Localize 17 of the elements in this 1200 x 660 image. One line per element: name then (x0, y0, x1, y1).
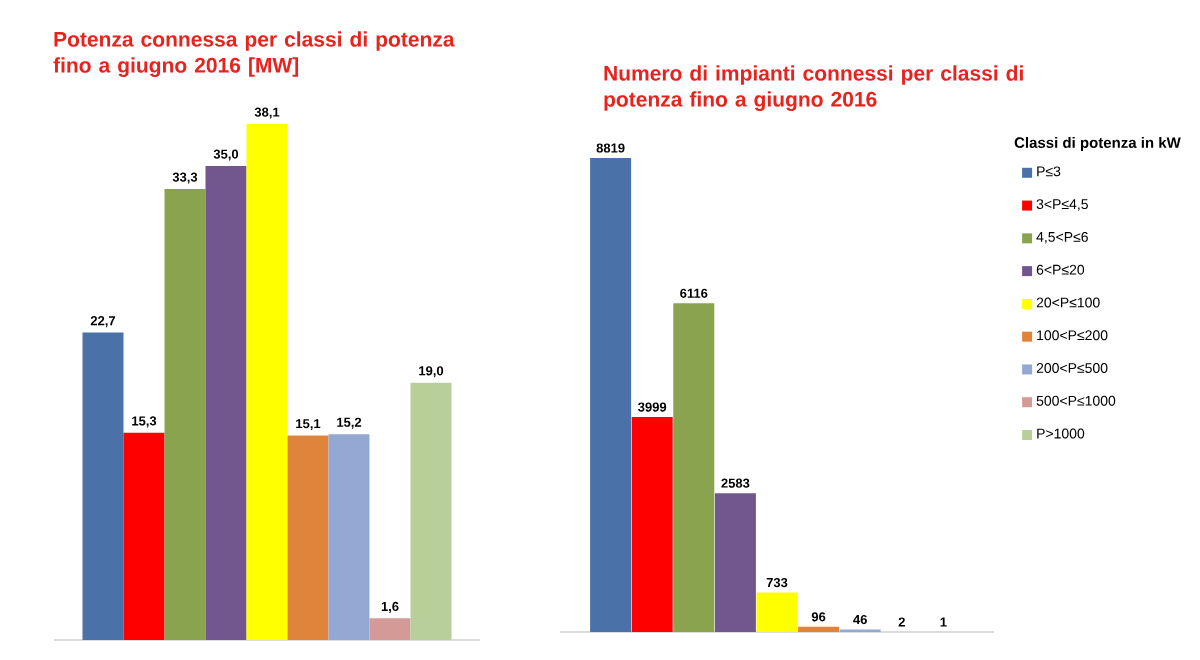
bar (82, 332, 124, 640)
bar (673, 303, 715, 632)
bar (287, 435, 329, 640)
bar (590, 158, 632, 632)
bar (164, 189, 206, 640)
bar (714, 493, 756, 632)
chart-title: Potenza connessa per classi di potenza fino a giugno 2016 [MW] (53, 31, 455, 77)
bar (328, 434, 370, 640)
bar (798, 626, 840, 632)
chart-title: Numero di impianti connessi per classi di potenza fino a giugno 2016 (604, 65, 1023, 111)
bar (631, 417, 673, 632)
bar (756, 592, 798, 632)
bar (410, 382, 452, 640)
bar (246, 123, 288, 640)
bar (123, 432, 165, 640)
bar (205, 165, 247, 640)
bar (369, 618, 411, 640)
